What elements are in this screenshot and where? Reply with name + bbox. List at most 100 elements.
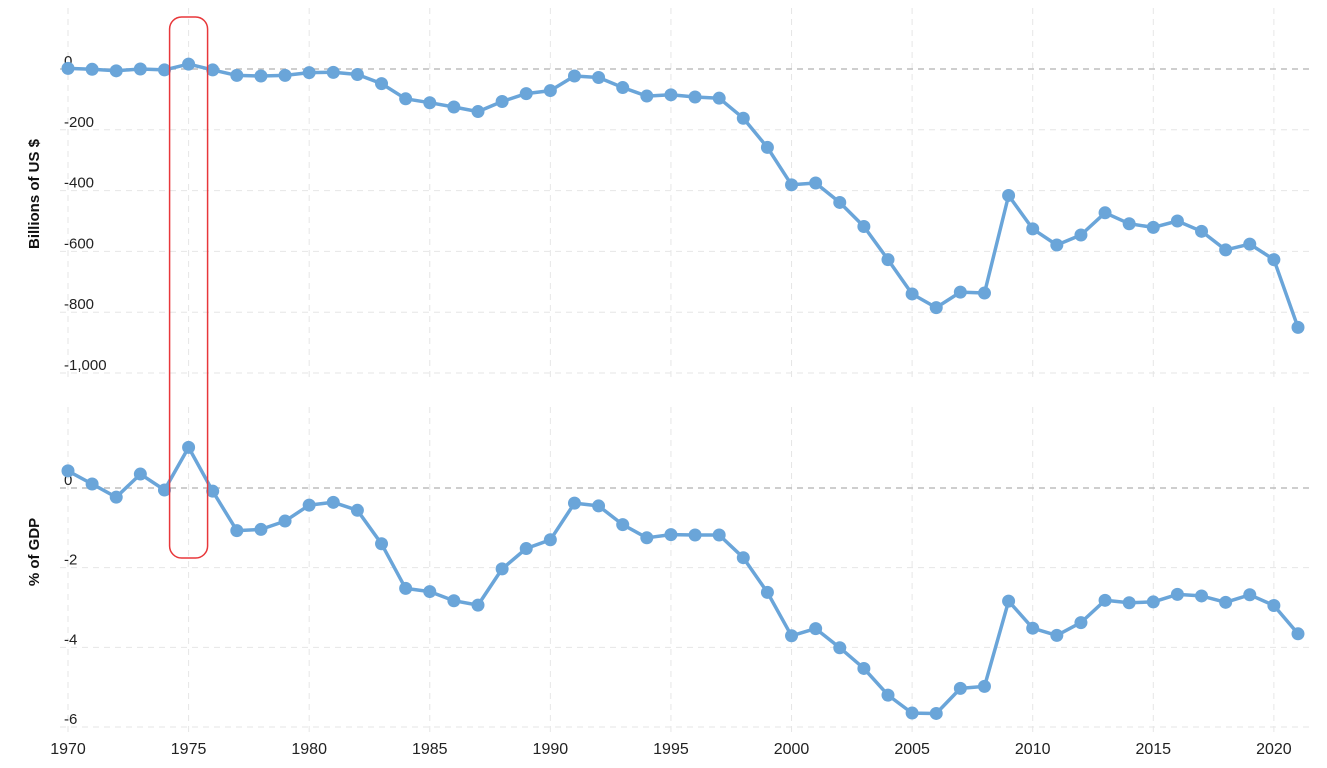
top-y-tick-label: -200 [64,114,94,131]
top-data-point [664,88,678,102]
bottom-chart-points [61,440,1305,720]
bottom-data-point [640,531,654,545]
top-data-point [881,253,895,267]
bottom-data-point [567,496,581,510]
bottom-data-point [182,440,196,454]
bottom-data-point [736,551,750,565]
top-data-point [1026,222,1040,236]
bottom-data-point [905,706,919,720]
top-data-point [929,301,943,315]
bottom-data-point [133,467,147,481]
top-data-point [1195,224,1209,238]
bottom-data-point [1002,594,1016,608]
top-data-point [85,62,99,76]
top-data-point [1050,238,1064,252]
top-data-point [785,178,799,192]
top-data-point [423,96,437,110]
bottom-data-point [206,484,220,498]
top-data-point [375,77,389,91]
bottom-data-point [712,528,726,542]
top-data-point [857,219,871,233]
top-data-point [833,195,847,209]
bottom-data-point [977,679,991,693]
top-data-point [1267,253,1281,267]
x-tick-label: 1970 [50,741,86,758]
top-data-point [1146,220,1160,234]
bottom-data-point [1219,595,1233,609]
top-data-point [471,105,485,119]
top-data-point [567,69,581,83]
top-data-point [182,57,196,71]
top-data-point [953,285,967,299]
bottom-chart-y-axis-title: % of GDP [26,518,43,586]
top-data-point [1219,243,1233,257]
x-axis-ticks: 1970 1975 1980 1985 1990 1995 2000 2005 2010 2015… [50,741,1292,758]
x-tick-label: 1995 [653,741,689,758]
x-tick-label: 2000 [774,741,810,758]
top-data-point [399,92,413,106]
x-tick-label: 1985 [412,741,448,758]
bottom-y-tick-label: -2 [64,552,77,569]
x-tick-label: 1980 [291,741,327,758]
top-data-point [760,140,774,154]
bottom-data-point [616,518,630,532]
bottom-data-point [857,661,871,675]
top-data-point [616,81,630,95]
bottom-data-point [1243,588,1257,602]
bottom-data-point [881,688,895,702]
bottom-data-point [543,533,557,547]
top-data-point [230,68,244,82]
top-y-tick-label: -400 [64,175,94,192]
bottom-data-point [350,503,364,517]
bottom-data-point [447,594,461,608]
top-y-tick-label: 0 [64,53,72,70]
top-data-point [1074,228,1088,242]
top-data-point [688,90,702,104]
top-data-point [519,87,533,101]
bottom-data-point [1098,593,1112,607]
bottom-data-point [1146,595,1160,609]
x-tick-label: 2005 [894,741,930,758]
bottom-data-point [85,477,99,491]
top-data-point [447,100,461,114]
top-data-point [712,91,726,105]
top-data-point [1170,214,1184,228]
bottom-data-point [1050,628,1064,642]
top-data-point [109,64,123,78]
bottom-y-tick-label: -6 [64,711,77,728]
bottom-data-point [254,522,268,536]
bottom-data-point [519,542,533,556]
bottom-data-point [109,490,123,504]
x-tick-label: 2020 [1256,741,1292,758]
top-y-tick-label: -800 [64,296,94,313]
bottom-data-point [230,524,244,538]
bottom-data-point [1195,589,1209,603]
top-data-point [1243,237,1257,251]
bottom-y-tick-label: -4 [64,631,77,648]
top-data-point [1002,188,1016,202]
bottom-data-point [1074,616,1088,630]
bottom-data-point [664,528,678,542]
top-data-point [157,63,171,77]
highlight-box-1975 [168,16,209,559]
top-data-point [133,62,147,76]
bottom-data-point [1267,599,1281,613]
top-data-point [592,71,606,85]
top-data-point [61,61,75,75]
top-data-point [640,89,654,103]
top-data-point [1098,206,1112,220]
bottom-data-point [953,681,967,695]
top-data-point [302,66,316,80]
bottom-data-point [1170,587,1184,601]
top-chart-points [61,57,1305,334]
top-data-point [977,286,991,300]
x-tick-label: 1975 [171,741,207,758]
top-data-point [543,84,557,98]
bottom-data-point [326,495,340,509]
bottom-data-point [592,499,606,513]
bottom-data-point [399,581,413,595]
bottom-data-point [1291,627,1305,641]
top-chart-y-axis-title: Billions of US $ [26,138,43,249]
bottom-data-point [157,483,171,497]
